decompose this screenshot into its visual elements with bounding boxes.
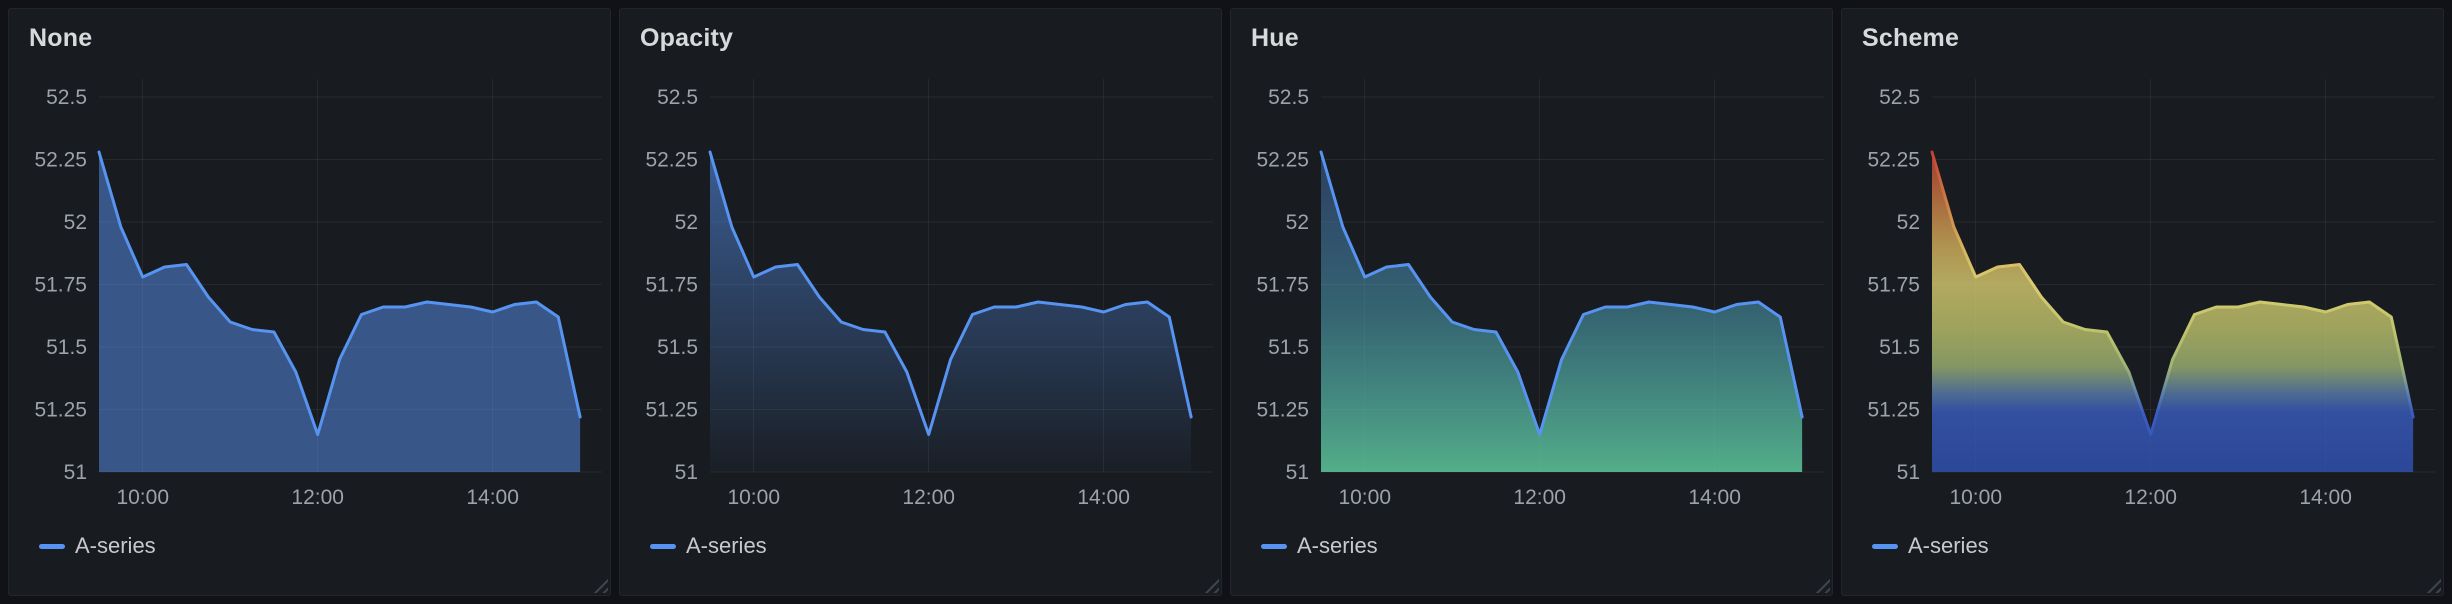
legend: A-series bbox=[1872, 533, 2443, 559]
series-area-fill bbox=[710, 152, 1192, 472]
panel-resize-handle[interactable] bbox=[1203, 577, 1219, 593]
x-axis-label: 12:00 bbox=[1513, 486, 1566, 509]
series-area-fill bbox=[1321, 152, 1803, 472]
panel-title[interactable]: Scheme bbox=[1862, 23, 1960, 52]
x-axis-label: 14:00 bbox=[466, 486, 519, 509]
y-axis-label: 51.25 bbox=[1867, 399, 1920, 422]
legend-series-color-swatch bbox=[1261, 543, 1287, 549]
legend-series-label: A-series bbox=[686, 533, 767, 558]
y-axis-label: 51.75 bbox=[1867, 274, 1920, 297]
y-axis-label: 52 bbox=[64, 211, 87, 234]
time-series-plot[interactable]: 51 51.25 51.5 51.75 52 52.25 52.5 10:00 12:00 14:… bbox=[1233, 67, 1830, 529]
y-axis-label: 51.75 bbox=[34, 274, 87, 297]
x-axis-label: 12:00 bbox=[291, 486, 344, 509]
series-line bbox=[97, 150, 582, 436]
y-axis-label: 51 bbox=[1897, 461, 1920, 484]
y-axis-label: 52.5 bbox=[46, 86, 87, 109]
y-axis-label: 52.25 bbox=[1867, 149, 1920, 172]
y-axis-label: 51 bbox=[64, 461, 87, 484]
y-axis-label: 52 bbox=[1897, 211, 1920, 234]
y-axis-label: 51.25 bbox=[645, 399, 698, 422]
y-axis-label: 51.25 bbox=[1256, 399, 1309, 422]
panel-header[interactable]: Opacity bbox=[620, 9, 1221, 67]
y-axis-label: 52.5 bbox=[657, 86, 698, 109]
x-axis-label: 14:00 bbox=[2299, 486, 2352, 509]
y-axis-label: 52.25 bbox=[645, 149, 698, 172]
time-series-plot[interactable]: 51 51.25 51.5 51.75 52 52.25 52.5 10:00 12:00 14:… bbox=[11, 67, 608, 529]
y-axis-label: 51.5 bbox=[46, 336, 87, 359]
legend-item-a-series[interactable]: A-series bbox=[39, 533, 610, 559]
y-axis-label: 51.25 bbox=[34, 399, 87, 422]
x-axis-label: 14:00 bbox=[1077, 486, 1130, 509]
panel-none: None 51 51.25 51.5 51.75 52 52.25 52.5 10:00 12:… bbox=[8, 8, 611, 596]
panel-header[interactable]: Scheme bbox=[1842, 9, 2443, 67]
legend-series-color-swatch bbox=[1872, 543, 1898, 549]
series-line bbox=[1319, 150, 1804, 436]
legend-series-color-swatch bbox=[650, 543, 676, 549]
legend-series-label: A-series bbox=[1908, 533, 1989, 558]
y-axis-label: 52 bbox=[675, 211, 698, 234]
panel-resize-handle[interactable] bbox=[1814, 577, 1830, 593]
x-axis-label: 10:00 bbox=[727, 486, 780, 509]
x-axis-label: 12:00 bbox=[2124, 486, 2177, 509]
legend-series-color-swatch bbox=[39, 543, 65, 549]
panel-header[interactable]: Hue bbox=[1231, 9, 1832, 67]
y-axis-label: 52.5 bbox=[1268, 86, 1309, 109]
x-axis-label: 14:00 bbox=[1688, 486, 1741, 509]
y-axis-label: 51.75 bbox=[1256, 274, 1309, 297]
y-axis-label: 51.5 bbox=[1879, 336, 1920, 359]
x-axis-label: 12:00 bbox=[902, 486, 955, 509]
legend: A-series bbox=[650, 533, 1221, 559]
legend-item-a-series[interactable]: A-series bbox=[650, 533, 1221, 559]
series-area-fill bbox=[1932, 152, 2414, 472]
y-axis-label: 52.25 bbox=[34, 149, 87, 172]
x-axis-label: 10:00 bbox=[116, 486, 169, 509]
panel-resize-handle[interactable] bbox=[2425, 577, 2441, 593]
legend-series-label: A-series bbox=[75, 533, 156, 558]
panel-scheme: Scheme 51 51.25 51.5 51.75 52 52.25 52.5 10:00 1… bbox=[1841, 8, 2444, 596]
legend-item-a-series[interactable]: A-series bbox=[1872, 533, 2443, 559]
series-area-fill bbox=[99, 152, 581, 472]
y-axis-label: 51.75 bbox=[645, 274, 698, 297]
y-axis-label: 51.5 bbox=[1268, 336, 1309, 359]
time-series-plot[interactable]: 51 51.25 51.5 51.75 52 52.25 52.5 10:00 12:00 14:… bbox=[1844, 67, 2441, 529]
y-axis-label: 51.5 bbox=[657, 336, 698, 359]
panel-title[interactable]: Opacity bbox=[640, 23, 734, 52]
panel-title[interactable]: None bbox=[29, 23, 93, 52]
x-axis-label: 10:00 bbox=[1949, 486, 2002, 509]
series-line bbox=[1930, 150, 2415, 436]
legend: A-series bbox=[39, 533, 610, 559]
panel-title[interactable]: Hue bbox=[1251, 23, 1299, 52]
y-axis-label: 52.5 bbox=[1879, 86, 1920, 109]
panel-hue: Hue 51 51.25 51.5 51.75 52 52.25 52.5 10:00 12:0… bbox=[1230, 8, 1833, 596]
y-axis-label: 52 bbox=[1286, 211, 1309, 234]
panel-opacity: Opacity 51 51.25 51.5 51.75 52 52.25 52.5 10:00… bbox=[619, 8, 1222, 596]
series-line bbox=[708, 150, 1193, 436]
panel-resize-handle[interactable] bbox=[592, 577, 608, 593]
legend-item-a-series[interactable]: A-series bbox=[1261, 533, 1832, 559]
x-axis-label: 10:00 bbox=[1338, 486, 1391, 509]
y-axis-label: 51 bbox=[675, 461, 698, 484]
y-axis-label: 51 bbox=[1286, 461, 1309, 484]
legend: A-series bbox=[1261, 533, 1832, 559]
time-series-plot[interactable]: 51 51.25 51.5 51.75 52 52.25 52.5 10:00 12:00 14:… bbox=[622, 67, 1219, 529]
panel-header[interactable]: None bbox=[9, 9, 610, 67]
legend-series-label: A-series bbox=[1297, 533, 1378, 558]
y-axis-label: 52.25 bbox=[1256, 149, 1309, 172]
